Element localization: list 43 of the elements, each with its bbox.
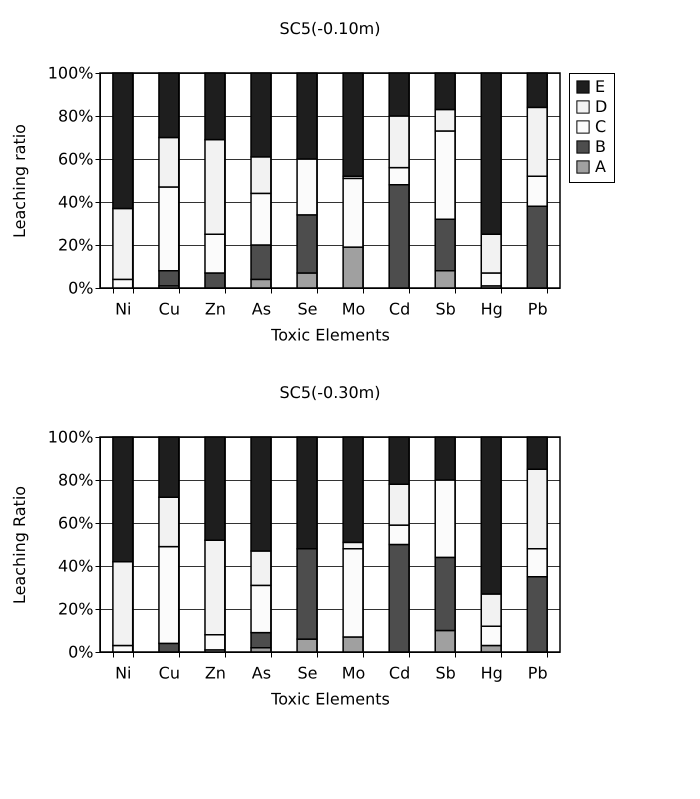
y-tick-label: 40%	[58, 556, 94, 576]
y-tick-label: 60%	[58, 514, 94, 532]
x-tick-label: Sb	[435, 300, 456, 318]
x-tick-label: Cd	[388, 300, 410, 318]
y-tick-label: 0%	[68, 278, 94, 298]
y-tick-label: 80%	[58, 470, 94, 490]
y-axis-title: Leaching ratio	[10, 124, 29, 238]
y-axis-title: Leaching Ratio	[10, 486, 29, 604]
legend-label: A	[595, 157, 606, 176]
x-tick-label: Mo	[342, 664, 366, 682]
x-tick-label: Hg	[480, 664, 503, 682]
legend-label: E	[595, 77, 606, 96]
x-tick-label: Ni	[115, 664, 132, 682]
x-tick-label: As	[252, 664, 272, 682]
x-tick-label: Pb	[528, 300, 548, 318]
y-tick-label: 60%	[58, 150, 94, 168]
chart-title: SC5(-0.30m)	[280, 383, 380, 402]
chart-title: SC5(-0.10m)	[280, 19, 380, 38]
x-axis-title: Toxic Elements	[270, 326, 390, 344]
legend-label: B	[595, 137, 606, 156]
x-tick-label: Pb	[528, 664, 548, 682]
x-tick-label: Ni	[115, 300, 132, 318]
x-tick-label: Hg	[480, 300, 503, 318]
y-tick-label: 100%	[48, 428, 94, 446]
x-tick-label: As	[252, 300, 272, 318]
x-tick-label: Cu	[158, 300, 180, 318]
y-tick-label: 0%	[68, 642, 94, 662]
x-tick-label: Cd	[388, 664, 410, 682]
x-tick-label: Se	[297, 664, 318, 682]
x-axis-title: Toxic Elements	[270, 690, 390, 708]
y-tick-label: 80%	[58, 106, 94, 126]
y-tick-label: 20%	[58, 600, 94, 618]
x-tick-label: Zn	[204, 664, 226, 682]
y-tick-label: 40%	[58, 192, 94, 212]
x-tick-label: Cu	[158, 664, 180, 682]
y-tick-label: 20%	[58, 236, 94, 254]
legend-label: C	[595, 117, 606, 136]
x-tick-label: Mo	[342, 300, 366, 318]
x-tick-label: Zn	[204, 300, 226, 318]
legend-label: D	[595, 97, 608, 116]
x-tick-label: Sb	[435, 664, 456, 682]
y-tick-label: 100%	[48, 64, 94, 82]
x-tick-label: Se	[297, 300, 318, 318]
